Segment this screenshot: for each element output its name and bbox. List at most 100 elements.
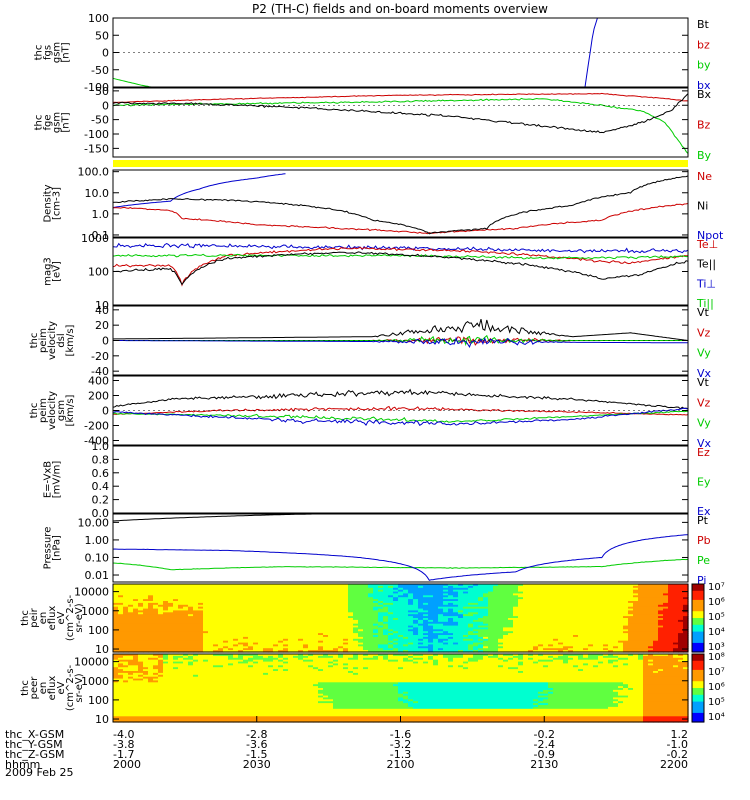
heatmap-cell: [178, 708, 184, 712]
y-axis-label-line: [cm-3]: [52, 187, 63, 220]
heatmap-cell: [183, 697, 189, 700]
heatmap-cell: [293, 629, 299, 632]
heatmap-cell: [508, 629, 514, 632]
heatmap-cell: [543, 601, 549, 604]
heatmap-cell: [608, 619, 614, 623]
heatmap-cell: [173, 606, 179, 610]
heatmap-cells: [113, 584, 689, 653]
heatmap-cell: [568, 619, 574, 623]
heatmap-cell: [153, 638, 159, 642]
heatmap-cell: [113, 669, 119, 672]
heatmap-cell: [288, 633, 294, 636]
heatmap-cell: [563, 610, 569, 613]
heatmap-cell: [288, 612, 294, 615]
heatmap-cell: [493, 629, 499, 632]
heatmap-cell: [683, 650, 689, 653]
heatmap-cell: [113, 678, 119, 682]
heatmap-cell: [503, 631, 509, 634]
heatmap-cell: [158, 672, 164, 676]
heatmap-cell: [368, 640, 374, 644]
heatmap-cell: [463, 629, 469, 632]
heatmap-cell: [458, 635, 464, 638]
heatmap-cell: [303, 604, 309, 608]
heatmap-cell: [613, 604, 619, 608]
heatmap-cell: [313, 595, 319, 598]
heatmap-cell: [298, 593, 304, 596]
heatmap-cell: [403, 593, 409, 596]
heatmap-cell: [608, 602, 614, 606]
heatmap-cell: [463, 621, 469, 625]
heatmap-cell: [488, 640, 494, 644]
heatmap-cell: [448, 584, 454, 587]
heatmap-cell: [658, 602, 664, 606]
heatmap-cell: [183, 669, 189, 672]
colorbar-label: 10⁷: [708, 582, 725, 593]
heatmap-cell: [438, 625, 444, 629]
heatmap-cell: [553, 633, 559, 636]
heatmap-cell: [228, 633, 234, 636]
heatmap-cell: [658, 597, 664, 600]
heatmap-cell: [183, 665, 189, 668]
heatmap-cell: [123, 595, 129, 598]
heatmap-cell: [198, 646, 204, 649]
heatmap-cell: [433, 604, 439, 608]
heatmap-cell: [143, 646, 149, 649]
heatmap-cell: [593, 604, 599, 608]
heatmap-cell: [483, 602, 489, 606]
colorbar-segment: [692, 649, 704, 653]
heatmap-cell: [663, 610, 669, 613]
heatmap-cell: [553, 638, 559, 642]
heatmap-cell: [158, 621, 164, 625]
heatmap-cell: [248, 612, 254, 615]
heatmap-cell: [493, 604, 499, 608]
heatmap-cell: [193, 646, 199, 649]
heatmap-cell: [143, 648, 149, 651]
heatmap-cell: [258, 599, 264, 602]
heatmap-cell: [438, 638, 444, 642]
heatmap-cell: [238, 619, 244, 623]
heatmap-cell: [413, 619, 419, 623]
heatmap-cell: [673, 595, 679, 598]
heatmap-cell: [448, 593, 454, 596]
heatmap-cell: [428, 585, 434, 589]
heatmap-cell: [188, 646, 194, 649]
legend-entry: Pi: [697, 574, 706, 587]
heatmap-cell: [173, 642, 179, 646]
heatmap-cell: [313, 627, 319, 630]
y-tick-label: 10.0: [85, 187, 110, 200]
heatmap-cell: [613, 584, 619, 587]
heatmap-cell: [528, 633, 534, 636]
heatmap-cell: [168, 595, 174, 598]
heatmap-cell: [393, 640, 399, 644]
heatmap-cell: [518, 602, 524, 606]
heatmap-cell: [513, 585, 519, 589]
heatmap-cell: [393, 638, 399, 642]
heatmap-cell: [178, 602, 184, 606]
heatmap-cell: [293, 640, 299, 644]
heatmap-cell: [193, 635, 199, 638]
heatmap-cell: [173, 706, 179, 710]
heatmap-cell: [358, 619, 364, 623]
heatmap-cell: [178, 636, 184, 640]
heatmap-cell: [343, 638, 349, 642]
heatmap-cell: [463, 633, 469, 636]
heatmap-cell: [473, 616, 479, 619]
heatmap-cell: [353, 591, 359, 595]
heatmap-cell: [123, 703, 129, 706]
heatmap-cell: [598, 601, 604, 604]
heatmap-cell: [158, 680, 164, 683]
heatmap-cell: [153, 629, 159, 632]
heatmap-cell: [143, 716, 149, 719]
heatmap-cell: [453, 633, 459, 636]
heatmap-cell: [638, 638, 644, 642]
heatmap-cell: [603, 587, 609, 591]
panel-6: VtVzVyVx4002000-200-400thcpeimvelocitygs…: [29, 375, 712, 451]
heatmap-cell: [463, 584, 469, 587]
heatmap-cell: [513, 597, 519, 600]
heatmap-cell: [543, 642, 549, 646]
heatmap-cell: [138, 712, 144, 716]
heatmap-cell: [583, 629, 589, 632]
heatmap-cell: [138, 636, 144, 640]
heatmap-cell: [203, 587, 209, 591]
heatmap-cell: [283, 650, 289, 653]
